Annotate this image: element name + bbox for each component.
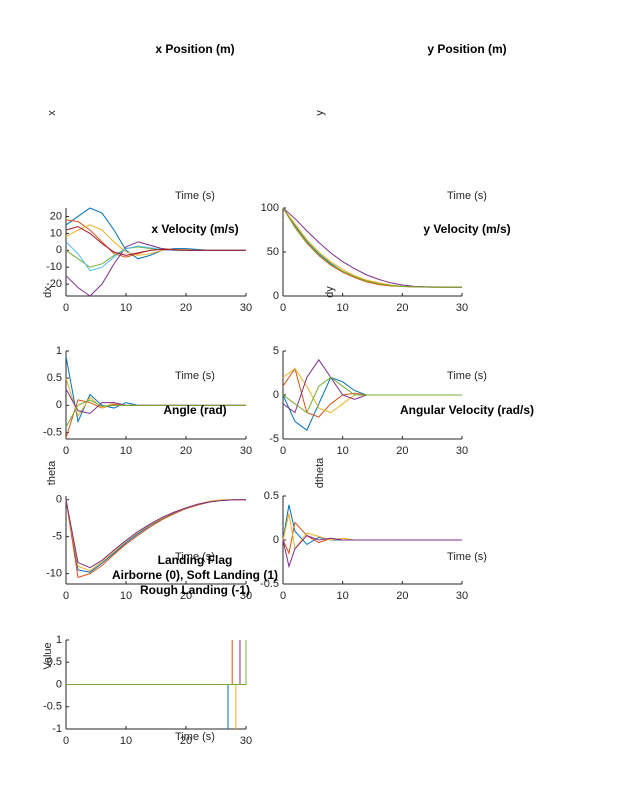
x-tick-label: 10 [337, 302, 349, 314]
x-tick-label: 30 [240, 735, 252, 747]
x-axis-label: Time (s) [447, 370, 487, 382]
series-line [282, 207, 462, 288]
x-tick-label: 30 [456, 445, 468, 457]
x-tick-label: 20 [180, 445, 192, 457]
x-tick-label: 30 [240, 302, 252, 314]
x-tick-label: 10 [120, 302, 132, 314]
x-axis-label: Time (s) [447, 551, 487, 563]
chart-title: y Position (m) [427, 42, 506, 56]
series-line [282, 513, 462, 551]
x-tick-label: 20 [396, 590, 408, 602]
x-tick-label: 20 [396, 445, 408, 457]
series-line [66, 640, 233, 685]
y-tick-label: 0 [273, 534, 279, 546]
x-axis-label: Time (s) [175, 731, 215, 743]
series-line [66, 684, 229, 729]
x-tick-label: 0 [63, 590, 69, 602]
x-tick-label: 0 [280, 590, 286, 602]
x-tick-label: 30 [456, 590, 468, 602]
y-tick-label: -5 [52, 531, 62, 543]
chart-title: Angle (rad) [163, 403, 226, 417]
y-tick-label: 0 [273, 389, 279, 401]
chart-title: y Velocity (m/s) [423, 222, 510, 236]
y-tick-label: 0 [56, 399, 62, 411]
y-tick-label: -1 [52, 723, 62, 735]
x-tick-label: 30 [240, 445, 252, 457]
y-tick-label: -0.5 [260, 578, 279, 590]
series-line [282, 521, 462, 555]
y-tick-label: 100 [261, 202, 279, 214]
y-tick-label: -20 [46, 278, 62, 290]
y-tick-label: -0.5 [43, 701, 62, 713]
chart-title: x Velocity (m/s) [151, 222, 238, 236]
y-tick-label: 5 [273, 345, 279, 357]
series-line [66, 640, 241, 685]
chart-title: Angular Velocity (rad/s) [400, 403, 534, 417]
series-line [282, 207, 462, 288]
x-tick-label: 20 [180, 735, 192, 747]
y-axis-label: theta [46, 460, 58, 485]
series-line [282, 504, 462, 546]
y-tick-label: 0.5 [264, 490, 279, 502]
x-axis-label: Time (s) [175, 190, 215, 202]
x-tick-label: 10 [337, 445, 349, 457]
x-tick-label: 0 [280, 445, 286, 457]
series-line [65, 399, 246, 428]
x-tick-label: 0 [63, 302, 69, 314]
series-line [65, 226, 246, 256]
y-tick-label: -0.5 [43, 426, 62, 438]
y-tick-label: 0 [56, 494, 62, 506]
y-tick-label: -10 [46, 568, 62, 580]
x-tick-label: 0 [63, 735, 69, 747]
y-tick-label: 50 [267, 246, 279, 258]
series-line [66, 640, 247, 685]
x-tick-label: 10 [337, 590, 349, 602]
x-tick-label: 20 [180, 590, 192, 602]
y-tick-label: 0 [273, 290, 279, 302]
series-line [66, 684, 237, 729]
y-axis-label: dy [324, 286, 336, 298]
y-tick-label: 0.5 [47, 656, 62, 668]
x-tick-label: 20 [180, 302, 192, 314]
x-tick-label: 30 [456, 302, 468, 314]
series-line [282, 535, 462, 569]
series-line [282, 207, 462, 288]
series-line [65, 499, 246, 569]
x-tick-label: 0 [63, 445, 69, 457]
series-line [282, 376, 462, 414]
x-axis-label: Time (s) [175, 370, 215, 382]
y-tick-label: 0 [56, 244, 62, 256]
y-tick-label: 20 [50, 210, 62, 222]
series-line [65, 499, 246, 572]
y-axis-label: y [314, 110, 326, 116]
x-tick-label: 10 [120, 590, 132, 602]
y-axis-label: dx [42, 286, 54, 298]
chart-title: Rough Landing (-1) [140, 583, 250, 597]
y-tick-label: 0.5 [47, 372, 62, 384]
series-line [282, 207, 462, 288]
x-axis-label: Time (s) [175, 551, 215, 563]
y-tick-label: -5 [269, 433, 279, 445]
y-tick-label: 0 [56, 678, 62, 690]
x-tick-label: 30 [240, 590, 252, 602]
y-tick-label: 10 [50, 227, 62, 239]
y-tick-label: -10 [46, 261, 62, 273]
series-line [282, 207, 462, 288]
y-axis-label: x [46, 110, 58, 116]
chart-title: x Position (m) [155, 42, 234, 56]
y-axis-label: dtheta [314, 457, 326, 488]
x-tick-label: 0 [280, 302, 286, 314]
chart-title: Airborne (0), Soft Landing (1) [112, 568, 278, 582]
chart-title: Landing Flag [158, 553, 233, 567]
x-axis-label: Time (s) [447, 190, 487, 202]
y-axis-label: Value [42, 642, 54, 669]
x-tick-label: 10 [120, 735, 132, 747]
y-tick-label: 1 [56, 345, 62, 357]
x-tick-label: 20 [396, 302, 408, 314]
x-tick-label: 10 [120, 445, 132, 457]
y-tick-label: 1 [56, 634, 62, 646]
